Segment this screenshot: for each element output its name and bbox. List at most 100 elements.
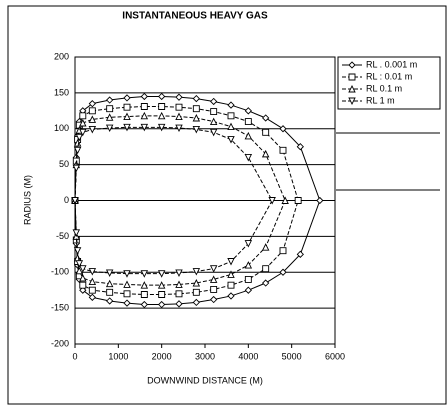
marker	[123, 103, 131, 111]
marker	[192, 268, 201, 276]
marker	[158, 92, 166, 101]
marker	[79, 119, 87, 127]
marker	[140, 111, 149, 120]
marker	[227, 258, 235, 266]
marker	[157, 281, 166, 289]
marker	[192, 279, 201, 287]
marker	[88, 100, 96, 108]
y-tick-label: 150	[54, 87, 69, 97]
marker	[72, 164, 81, 173]
marker	[279, 146, 287, 154]
frame	[7, 5, 447, 405]
marker	[227, 122, 235, 131]
y-tick-label: 200	[54, 51, 69, 61]
marker	[140, 291, 148, 298]
marker	[262, 114, 270, 122]
marker	[175, 112, 183, 121]
y-tick-label: -150	[51, 303, 69, 313]
marker	[157, 270, 166, 278]
marker	[123, 123, 131, 132]
marker	[244, 261, 253, 269]
marker	[227, 292, 235, 300]
marker	[88, 115, 97, 123]
chart-title: INSTANTANEOUS HEAVY GAS	[122, 11, 268, 22]
marker	[140, 281, 149, 289]
y-tick-label: 100	[54, 123, 69, 133]
marker	[79, 265, 87, 273]
marker	[192, 298, 200, 307]
marker	[175, 103, 183, 111]
legend-label: RL 0.1 m	[366, 83, 402, 93]
y-tick-label: 0	[64, 195, 69, 205]
marker	[157, 123, 166, 132]
marker	[227, 136, 235, 144]
series-line	[74, 115, 286, 286]
y-tick-label: 50	[59, 159, 69, 169]
x-tick-label: 3000	[195, 351, 215, 361]
marker	[106, 288, 114, 296]
legend-marker	[348, 84, 356, 93]
y-tick-label: -100	[51, 267, 69, 277]
marker	[140, 123, 149, 132]
marker	[105, 269, 114, 277]
legend-marker	[348, 73, 356, 81]
y-tick-label: -50	[56, 231, 69, 241]
legend-label: RL . 0.001 m	[366, 59, 417, 69]
y-axis-label: RADIUS (M)	[22, 175, 32, 225]
marker	[105, 279, 114, 288]
marker	[123, 299, 131, 307]
marker	[244, 286, 252, 294]
marker	[175, 290, 183, 298]
marker	[192, 94, 200, 103]
y-tick-label: -200	[51, 338, 69, 348]
marker	[294, 197, 302, 204]
legend-box	[337, 56, 441, 110]
legend-marker	[348, 61, 356, 69]
marker	[279, 247, 287, 255]
marker	[192, 126, 201, 134]
marker	[244, 118, 252, 126]
marker	[192, 105, 200, 113]
marker	[79, 112, 87, 120]
marker	[175, 300, 183, 308]
marker	[123, 280, 131, 288]
x-tick-label: 2000	[152, 351, 172, 361]
marker	[244, 107, 252, 115]
marker	[88, 107, 96, 115]
marker	[244, 275, 252, 283]
marker	[316, 196, 324, 205]
marker	[175, 124, 183, 133]
marker	[140, 300, 148, 309]
marker	[140, 103, 148, 110]
marker	[88, 277, 97, 286]
marker	[210, 295, 218, 304]
marker	[268, 197, 276, 205]
marker	[106, 96, 114, 104]
marker	[75, 133, 84, 142]
marker	[279, 125, 287, 133]
marker	[158, 103, 166, 110]
x-tick-label: 4000	[238, 351, 258, 361]
x-tick-label: 1000	[108, 351, 128, 361]
marker	[73, 247, 82, 255]
marker	[79, 281, 87, 289]
marker	[88, 293, 96, 301]
marker	[261, 149, 270, 158]
marker	[123, 270, 131, 278]
marker	[140, 270, 149, 278]
marker	[106, 105, 114, 113]
marker	[281, 196, 289, 204]
marker	[158, 300, 166, 309]
marker	[157, 111, 166, 120]
marker	[244, 154, 253, 162]
marker	[192, 113, 201, 122]
marker	[210, 286, 218, 293]
marker	[105, 124, 114, 133]
marker	[175, 269, 183, 277]
marker	[79, 286, 87, 294]
marker	[123, 112, 131, 121]
marker	[261, 243, 270, 251]
marker	[192, 288, 200, 296]
marker	[158, 291, 166, 298]
